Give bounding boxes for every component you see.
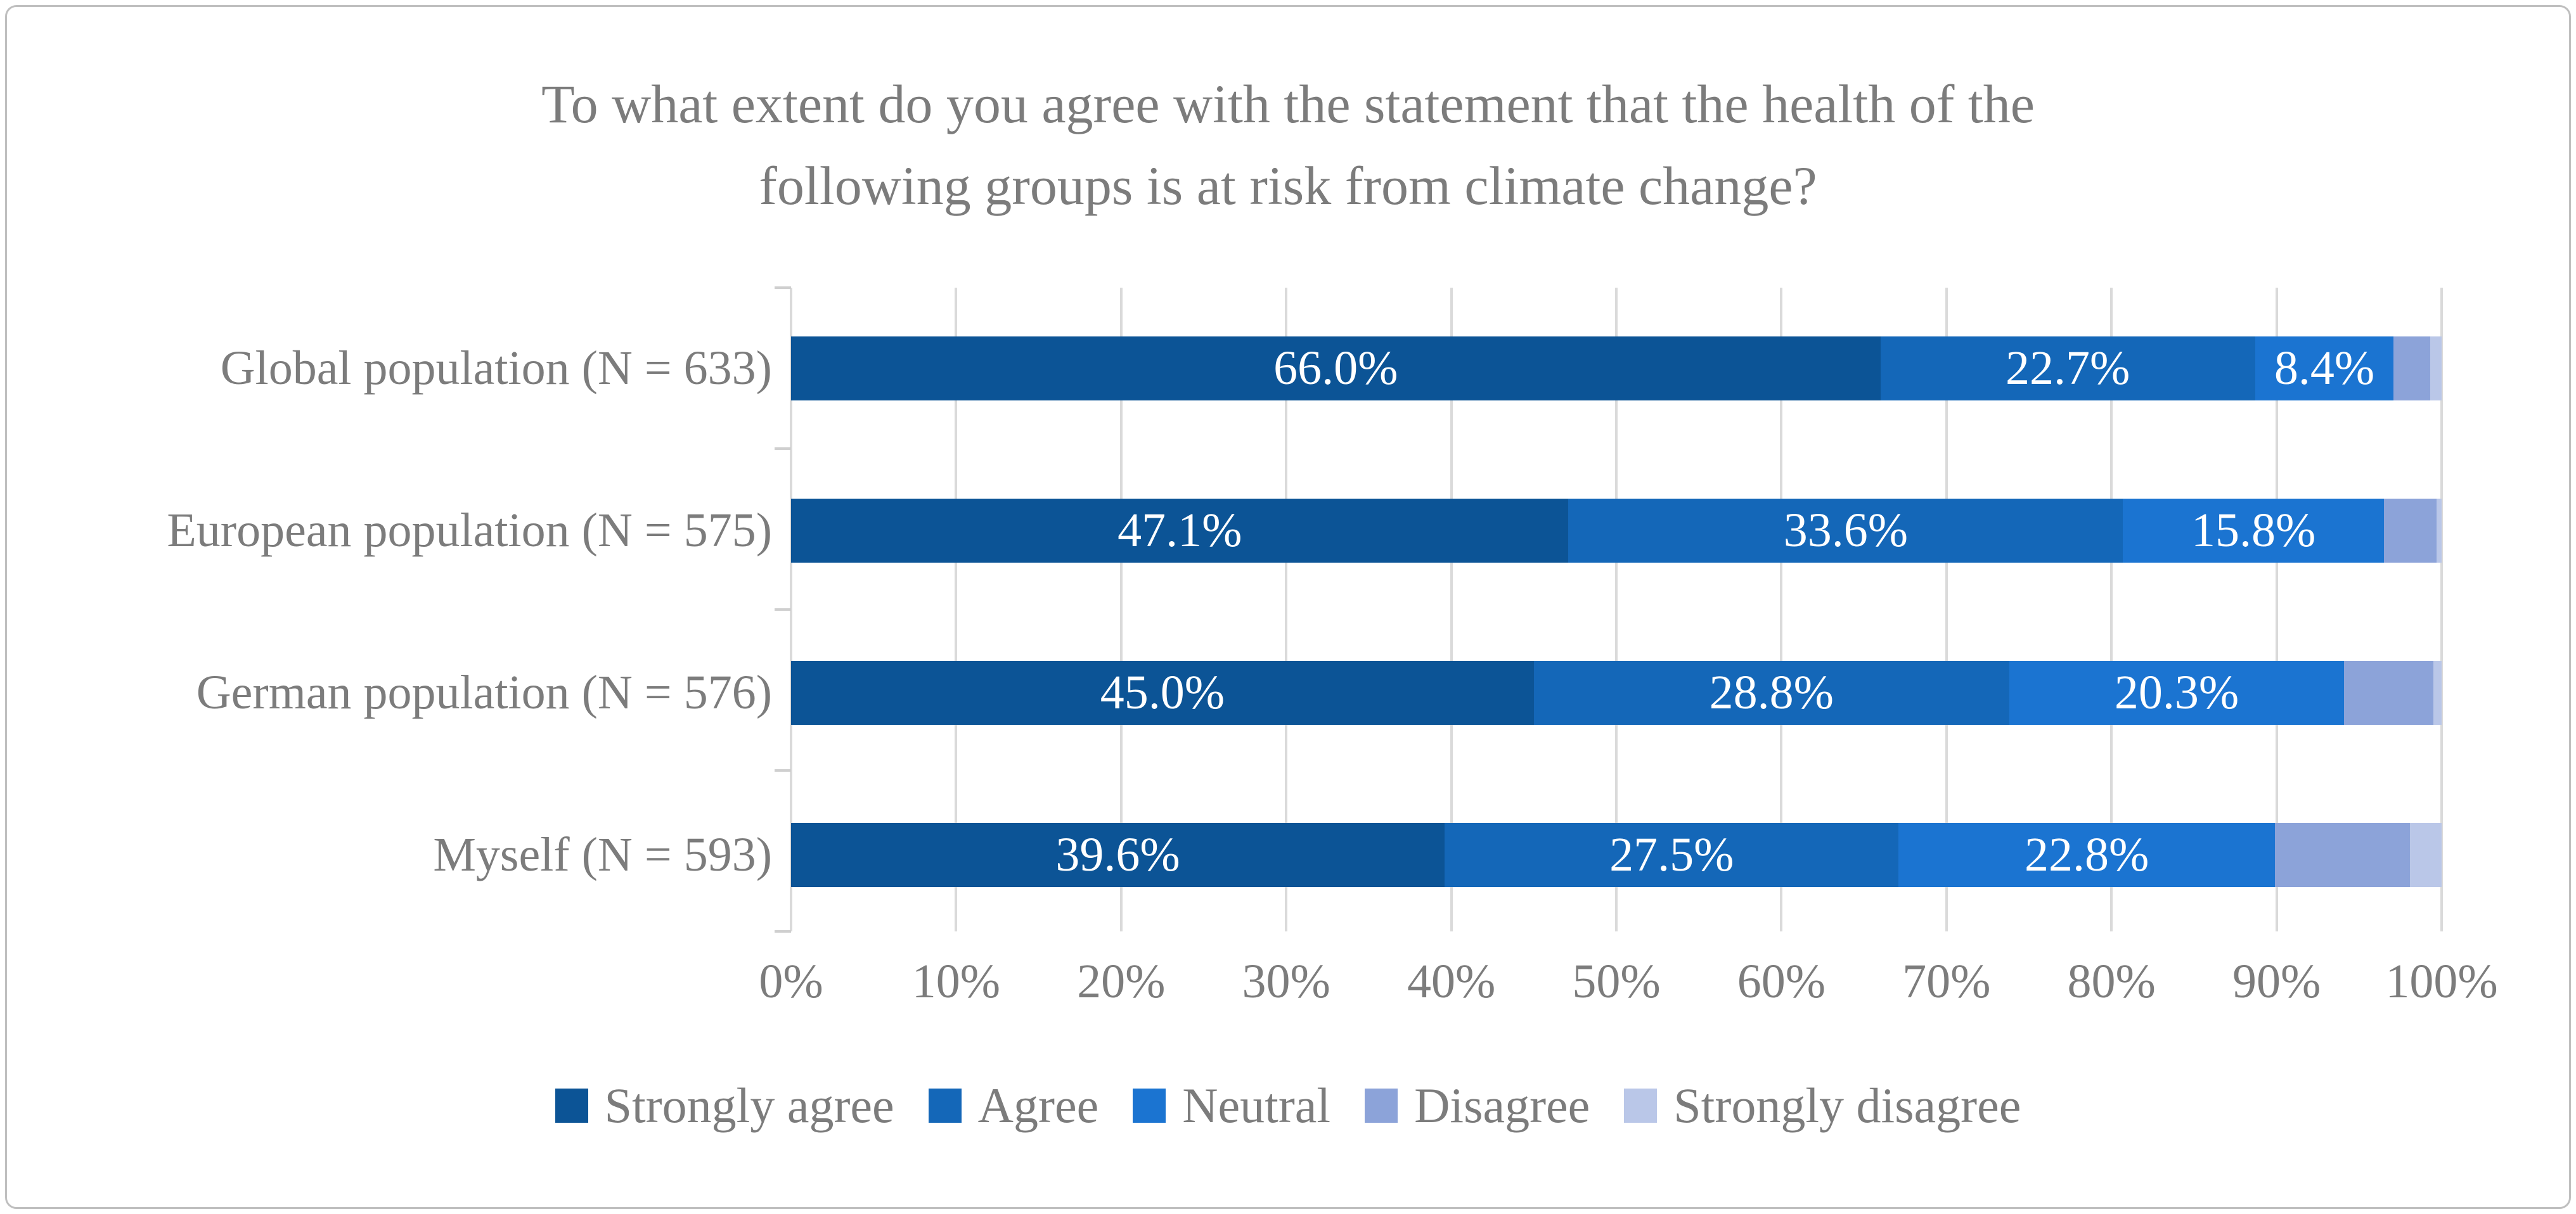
bar-segment-label: 20.3% [2114,666,2239,719]
bar-segment-label: 22.7% [2006,342,2130,395]
bar-segment [2433,661,2442,725]
bar-segment: 27.5% [1445,823,1899,887]
legend-item: Strongly agree [555,1077,894,1134]
bar-segment-label: 45.0% [1100,666,1225,719]
legend-item: Disagree [1365,1077,1590,1134]
x-axis-tick-label: 100% [2385,955,2498,1008]
bar-segment-label: 28.8% [1709,666,1834,719]
gridline [1615,288,1618,931]
bar-segment-label: 33.6% [1783,504,1909,557]
legend-label: Neutral [1182,1078,1331,1133]
x-axis-tick-label: 10% [911,955,1001,1008]
bar-segment: 28.8% [1533,661,2009,725]
legend-label: Agree [977,1078,1099,1133]
x-axis-tick-label: 90% [2232,955,2321,1008]
gridline [2440,288,2443,931]
legend-swatch [1624,1089,1658,1123]
bar-segment-label: 27.5% [1609,828,1734,881]
category-label: Myself (N = 593) [433,828,772,881]
gridline [1285,288,1288,931]
category-label: European population (N = 575) [167,504,772,557]
gridline [1945,288,1948,931]
category-axis-tick [775,286,791,289]
x-axis-tick-label: 40% [1407,955,1496,1008]
x-axis-tick-label: 20% [1077,955,1166,1008]
bar-segment-label: 22.8% [2024,828,2149,881]
bar-segment [2344,661,2433,725]
bar-segment-label: 15.8% [2191,504,2316,557]
category-axis-tick [775,608,791,611]
gridline [2110,288,2113,931]
bar-segment-label: 8.4% [2274,342,2375,395]
gridline [1450,288,1453,931]
legend-swatch [1133,1089,1166,1123]
x-axis-tick-label: 60% [1737,955,1826,1008]
x-axis-tick-label: 80% [2067,955,2156,1008]
legend-item: Neutral [1133,1077,1330,1134]
category-axis-tick [775,447,791,450]
legend-swatch [928,1089,962,1123]
bar-segment: 22.7% [1880,336,2255,400]
bar-segment: 20.3% [2009,661,2345,725]
category-axis-tick [775,769,791,772]
bar-segment [2393,336,2430,400]
legend-label: Strongly agree [604,1078,894,1133]
chart-title: To what extent do you agree with the sta… [337,63,2239,227]
legend-item: Strongly disagree [1624,1077,2021,1134]
legend-label: Disagree [1414,1078,1590,1133]
bar-segment [2437,499,2442,563]
bar-segment [2274,823,2411,887]
legend-item: Agree [928,1077,1099,1134]
gridline [2275,288,2278,931]
gridline [955,288,958,931]
category-label: German population (N = 576) [196,666,772,719]
bar-row: 39.6% 27.5% 22.8% [791,823,2442,887]
bar-row: 47.1% 33.6% 15.8% [791,499,2442,563]
legend-swatch [555,1089,588,1123]
gridline [1780,288,1783,931]
legend-label: Strongly disagree [1673,1078,2021,1133]
bar-segment [2383,499,2437,563]
legend: Strongly agree Agree Neutral Disagree Strong… [0,1077,2576,1134]
bar-row: 66.0% 22.7% 8.4% [791,336,2442,400]
figure-border [5,5,2571,1209]
bar-segment: 15.8% [2123,499,2384,563]
gridline [1119,288,1123,931]
category-axis-tick [775,930,791,933]
bar-segment-label: 66.0% [1273,342,1398,395]
bar-segment [2410,823,2442,887]
category-label: Global population (N = 633) [220,342,772,395]
legend-swatch [1365,1089,1398,1123]
y-axis-line [790,288,792,931]
bar-segment: 39.6% [791,823,1445,887]
bar-segment [2430,336,2442,400]
bar-segment-label: 47.1% [1117,504,1242,557]
chart-title-line2: following groups is at risk from climate… [759,155,1817,216]
chart-title-line1: To what extent do you agree with the sta… [541,73,2035,134]
bar-row: 45.0% 28.8% 20.3% [791,661,2442,725]
x-axis-tick-label: 0% [759,955,823,1008]
bar-segment: 47.1% [791,499,1569,563]
bar-segment-label: 39.6% [1055,828,1180,881]
x-axis-tick-label: 70% [1902,955,1991,1008]
bar-segment: 8.4% [2255,336,2394,400]
x-axis-tick-label: 50% [1572,955,1661,1008]
bar-segment: 22.8% [1898,823,2275,887]
bar-segment: 45.0% [791,661,1534,725]
bar-segment: 66.0% [791,336,1881,400]
plot-area: 66.0% 22.7% 8.4% 47.1% 33.6% 15.8% 45.0% 28.8% 2… [775,286,2443,933]
bar-segment: 33.6% [1568,499,2123,563]
x-axis-tick-label: 30% [1242,955,1330,1008]
